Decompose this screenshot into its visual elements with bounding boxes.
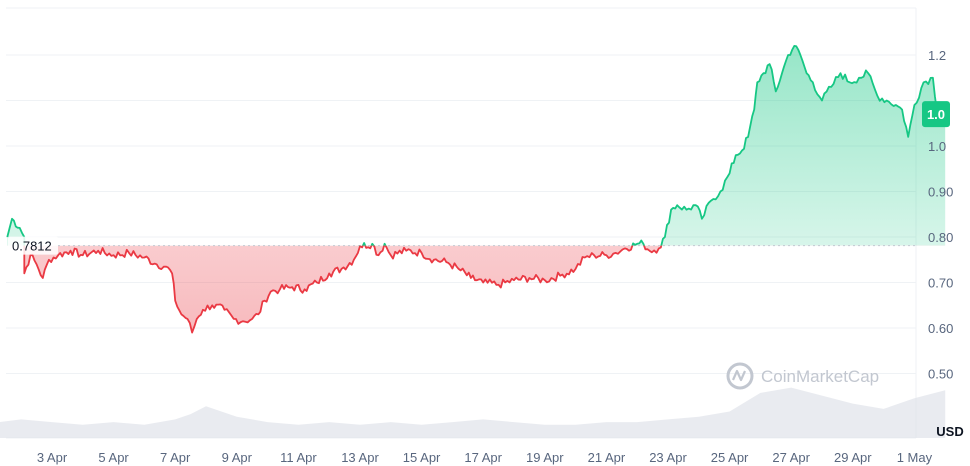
x-tick-label: 7 Apr (160, 450, 191, 465)
x-tick-label: 19 Apr (526, 450, 564, 465)
x-tick-label: 15 Apr (403, 450, 441, 465)
coinmarketcap-logo-icon (726, 362, 754, 390)
current-price-value: 1.0 (927, 107, 945, 122)
area-fill-below-baseline (24, 245, 662, 333)
y-tick-label: 0.60 (928, 321, 953, 336)
y-axis: 0.50 0.60 0.70 0.80 0.90 1.0 1.2 (928, 48, 953, 382)
y-tick-label: 0.70 (928, 276, 953, 291)
x-tick-label: 13 Apr (341, 450, 379, 465)
baseline-label: 0.7812 (8, 236, 58, 255)
x-tick-label: 3 Apr (37, 450, 68, 465)
x-tick-label: 21 Apr (588, 450, 626, 465)
y-tick-label: 0.80 (928, 230, 953, 245)
price-line-below-baseline (23, 245, 663, 334)
x-tick-label: 29 Apr (834, 450, 872, 465)
volume-area (0, 387, 946, 438)
currency-label: USD (936, 424, 963, 439)
x-tick-label: 1 May (897, 450, 933, 465)
x-tick-label: 23 Apr (649, 450, 687, 465)
y-tick-label: 0.50 (928, 367, 953, 382)
watermark-text: CoinMarketCap (761, 367, 879, 386)
area-fill-above-baseline (7, 45, 946, 246)
y-tick-label: 1.0 (928, 139, 946, 154)
x-tick-label: 27 Apr (772, 450, 810, 465)
y-tick-label: 1.2 (928, 48, 946, 63)
x-tick-label: 17 Apr (464, 450, 502, 465)
baseline-value: 0.7812 (12, 239, 52, 254)
price-line-above-baseline (6, 45, 946, 246)
current-price-tag: 1.0 (922, 101, 950, 128)
coinmarketcap-watermark: CoinMarketCap (726, 362, 879, 390)
x-tick-label: 9 Apr (222, 450, 253, 465)
x-axis: 3 Apr 5 Apr 7 Apr 9 Apr 11 Apr 13 Apr 15 Apr 17… (37, 450, 933, 465)
x-tick-label: 25 Apr (711, 450, 749, 465)
x-tick-label: 5 Apr (98, 450, 129, 465)
y-tick-label: 0.90 (928, 185, 953, 200)
x-tick-label: 11 Apr (280, 450, 317, 465)
